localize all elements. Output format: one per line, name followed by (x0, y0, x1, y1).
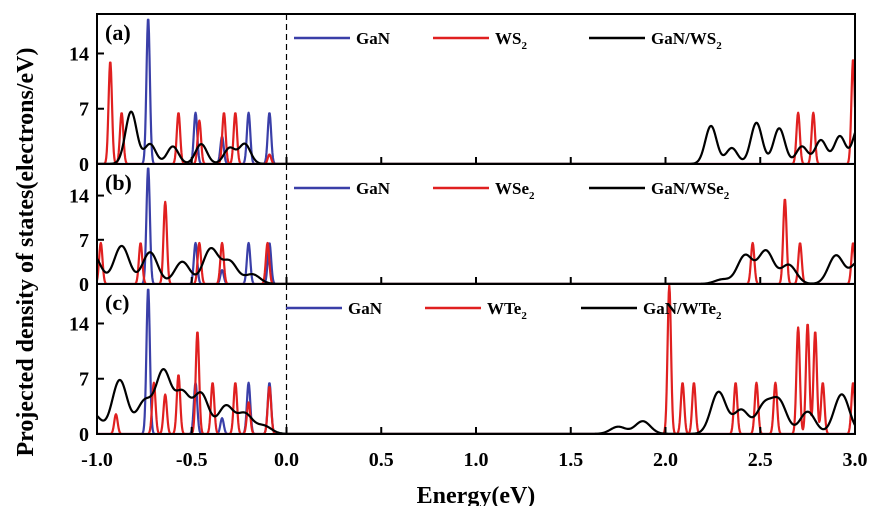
series-group (97, 18, 855, 164)
x-tick-label: 1.5 (558, 449, 583, 471)
y-tick-label: 0 (79, 274, 89, 296)
x-tick-labels: -1.0 -0.5 0.0 0.5 1.0 1.5 2.0 2.5 3.0 (81, 449, 867, 471)
legend-entry: GaN (348, 299, 383, 318)
panel-label: (a) (105, 20, 131, 45)
y-tick-label: 14 (69, 43, 89, 65)
panel-frame (96, 163, 856, 285)
y-tick-label: 14 (69, 313, 89, 335)
x-tick-label: 3.0 (843, 449, 868, 471)
series-line-GaN (97, 288, 855, 434)
legend-entry: GaN/WS2 (651, 29, 722, 52)
x-axis-title: Energy(eV) (417, 483, 536, 506)
legend: GaN WSe2 GaN/WSe2 (294, 179, 730, 202)
series-line-heterostructure (97, 110, 855, 164)
y-tick-label: 14 (69, 186, 89, 208)
panel-label: (b) (105, 170, 132, 195)
x-tick-label: 2.5 (748, 449, 773, 471)
y-tick-label: 0 (79, 424, 89, 446)
y-axis-title: Projected density of states(electrons/eV… (13, 48, 39, 457)
legend-entry: GaN/WTe2 (643, 299, 722, 322)
y-tick-label: 7 (79, 230, 89, 252)
x-tick-label: -1.0 (81, 449, 113, 471)
x-tick-label: 0.5 (369, 449, 394, 471)
legend-entry: GaN (356, 29, 391, 48)
x-tick-label: 1.0 (464, 449, 489, 471)
legend-entry: WS2 (495, 29, 527, 52)
panel-frame (96, 13, 856, 165)
x-tick-label: 2.0 (653, 449, 678, 471)
panels-layer: 0 7 14 (a) GaN WS2 GaN/WS2 0 7 14 (b) GaN WSe2 GaN/WS… (69, 13, 856, 446)
series-line-GaN (97, 167, 855, 284)
panel-2: 0 7 14 (c) GaN WTe2 GaN/WTe2 (69, 283, 856, 446)
series-group (97, 167, 855, 284)
legend: GaN WS2 GaN/WS2 (294, 29, 722, 52)
legend-entry: GaN/WSe2 (651, 179, 730, 202)
legend-entry: GaN (356, 179, 391, 198)
panel-0: 0 7 14 (a) GaN WS2 GaN/WS2 (69, 13, 856, 176)
x-tick-label: 0.0 (274, 449, 299, 471)
legend-entry: WTe2 (487, 299, 527, 322)
y-tick-label: 7 (79, 99, 89, 121)
y-tick-label: 7 (79, 369, 89, 391)
x-tick-label: -0.5 (176, 449, 208, 471)
panel-1: 0 7 14 (b) GaN WSe2 GaN/WSe2 (69, 163, 856, 296)
legend: GaN WTe2 GaN/WTe2 (286, 299, 722, 322)
legend-entry: WSe2 (495, 179, 535, 202)
series-line-GaN (97, 18, 855, 164)
series-line-TMD (97, 59, 855, 164)
panel-label: (c) (105, 290, 129, 315)
y-tick-label: 0 (79, 154, 89, 176)
series-line-TMD (97, 198, 855, 284)
